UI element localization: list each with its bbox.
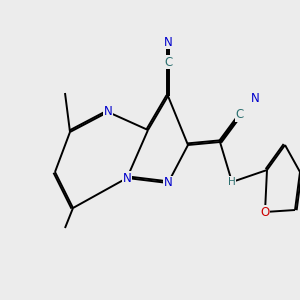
Text: N: N bbox=[164, 35, 172, 49]
Text: O: O bbox=[260, 206, 270, 218]
Text: C: C bbox=[164, 56, 172, 68]
Text: C: C bbox=[236, 109, 244, 122]
Text: N: N bbox=[250, 92, 260, 104]
Text: N: N bbox=[103, 106, 112, 118]
Text: H: H bbox=[228, 177, 236, 187]
Text: N: N bbox=[123, 172, 131, 184]
Text: N: N bbox=[164, 176, 172, 190]
